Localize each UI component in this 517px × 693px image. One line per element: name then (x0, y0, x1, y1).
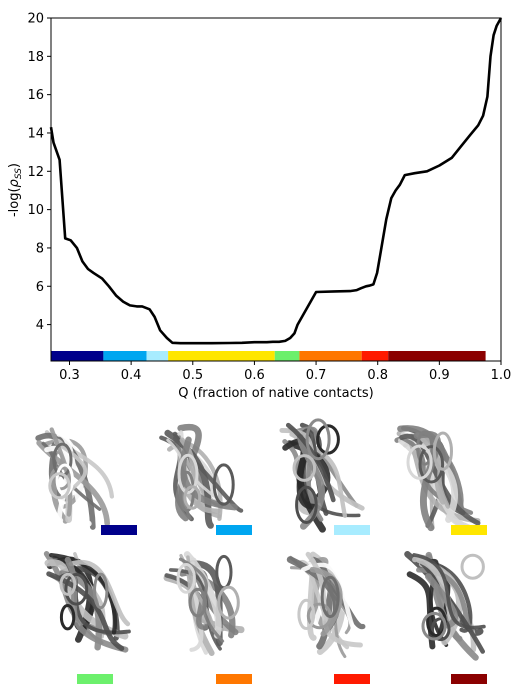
y-tick-label: 18 (27, 50, 44, 65)
x-tick-label: 1.0 (491, 368, 512, 383)
color-bar-segment (146, 351, 169, 361)
ribbon-bundle (159, 423, 244, 529)
free-energy-chart: 0.3 0.4 0.5 0.6 0.7 0.8 0.9 1.0 4 6 8 10 12 14 16 18 20… (7, 12, 511, 402)
cluster-color-swatch (101, 525, 137, 535)
ribbon-bundle (404, 551, 486, 661)
x-axis-ticks: 0.3 0.4 0.5 0.6 0.7 0.8 0.9 1.0 (59, 361, 511, 383)
ribbon-strand (68, 559, 131, 627)
cluster-color-swatch (216, 674, 252, 684)
color-bar-segment (51, 351, 104, 361)
color-bar-segment (168, 351, 275, 361)
helix-coil (217, 585, 240, 620)
cluster-color-swatch (77, 674, 113, 684)
helix-coil (421, 611, 447, 641)
helix-coil (177, 453, 199, 495)
color-bar-segment (299, 351, 362, 361)
protein-structure-image (263, 410, 381, 540)
helix-coil (48, 472, 71, 500)
protein-structure-image (390, 538, 508, 668)
y-tick-label: 6 (36, 280, 44, 295)
y-tick-label: 14 (27, 126, 44, 141)
protein-structure-image (30, 538, 148, 668)
helix-coil (292, 454, 317, 482)
helix-coil (188, 587, 207, 618)
helix-coil (343, 553, 366, 592)
helix-coil (176, 563, 196, 594)
y-axis-ticks: 4 6 8 10 12 14 16 18 20 (27, 12, 51, 333)
helix-coil (215, 554, 233, 590)
helix-coil (316, 424, 340, 455)
helix-coil (297, 598, 316, 631)
helix-coil (320, 575, 340, 619)
ribbon-bundle (394, 425, 481, 533)
protein-structure-image (150, 538, 268, 668)
cluster-color-swatch (334, 674, 370, 684)
cluster-color-swatch (216, 525, 252, 535)
cluster-color-swatch (451, 674, 487, 684)
y-axis-label-end: ) (7, 163, 22, 168)
cluster-color-swatch (334, 525, 370, 535)
color-bar-segment (361, 351, 389, 361)
x-tick-label: 0.6 (244, 368, 265, 383)
x-tick-label: 0.8 (367, 368, 388, 383)
y-tick-label: 20 (27, 12, 44, 27)
ribbon-bundle (35, 427, 115, 530)
helix-coil (305, 418, 331, 461)
ribbon-strand (178, 557, 225, 643)
ribbon-strand (183, 551, 222, 639)
ribbon-bundle (163, 551, 245, 656)
free-energy-line (49, 17, 503, 345)
protein-structure-image (270, 538, 388, 668)
helix-coil (64, 573, 89, 606)
ribbon-strand (406, 571, 436, 650)
helix-coil (212, 463, 235, 506)
helix-coil (460, 553, 485, 580)
y-axis-label-greek: ρ (7, 178, 22, 187)
protein-structure-image (145, 410, 263, 540)
y-tick-label: 16 (27, 88, 44, 103)
color-bar-segment (388, 351, 486, 361)
y-tick-label: 12 (27, 165, 44, 180)
helix-coil (183, 485, 202, 510)
ribbon-bundle (286, 551, 373, 659)
plot-frame (50, 17, 502, 362)
ribbon-bundle (279, 418, 365, 533)
ribbon-bundle (43, 551, 131, 653)
ribbon-strand (35, 432, 96, 530)
helix-coil (59, 604, 76, 631)
y-axis-label-main: -log( (7, 187, 22, 217)
helix-coil (406, 444, 433, 480)
helix-coil (295, 485, 318, 525)
ribbon-strand (186, 555, 215, 632)
x-tick-label: 0.4 (121, 368, 142, 383)
helix-coil (418, 445, 445, 484)
y-tick-label: 8 (36, 241, 44, 256)
protein-structure-image (380, 410, 498, 540)
helix-coil (430, 617, 451, 642)
helix-coil (178, 470, 195, 513)
cluster-color-swatch (451, 525, 487, 535)
y-axis-label-sub: SS (14, 168, 24, 179)
ribbon-strand (300, 562, 369, 649)
y-tick-label: 4 (36, 318, 44, 333)
helix-coil (59, 572, 77, 596)
x-axis-label: Q (fraction of native contacts) (178, 386, 373, 401)
protein-structure-image (20, 410, 138, 540)
x-tick-label: 0.3 (59, 368, 80, 383)
ribbon-strand (309, 566, 343, 637)
helix-coil (432, 431, 454, 471)
x-tick-label: 0.9 (429, 368, 450, 383)
helix-coil (93, 572, 109, 610)
x-tick-label: 0.5 (182, 368, 203, 383)
y-axis-label: -log(ρSS) (7, 163, 24, 217)
ribbon-strand (282, 438, 318, 510)
color-bar-segment (103, 351, 147, 361)
x-tick-label: 0.7 (306, 368, 327, 383)
y-tick-label: 10 (27, 203, 44, 218)
cluster-color-bar (51, 351, 486, 361)
ribbon-strand (412, 553, 486, 630)
color-bar-segment (274, 351, 300, 361)
ribbon-strand (285, 422, 336, 503)
